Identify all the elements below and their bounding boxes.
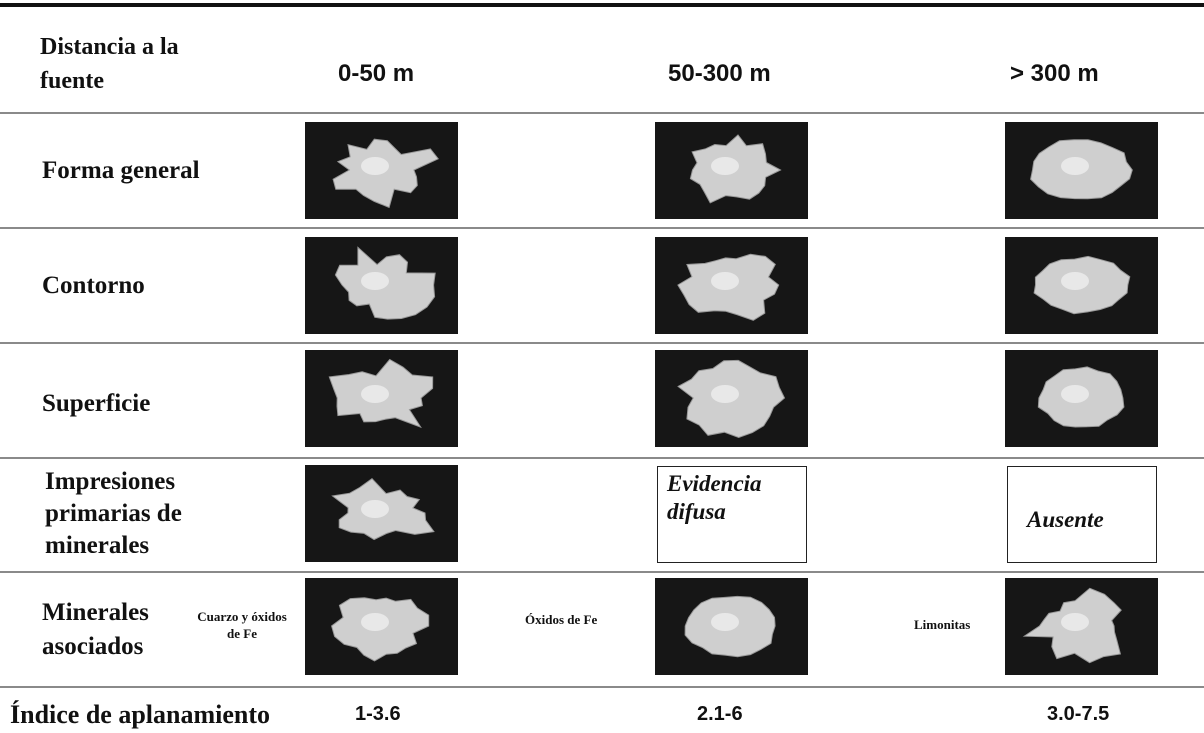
- footer-value: 3.0-7.5: [1047, 703, 1110, 725]
- footer-label: Índice de aplanamiento: [10, 700, 271, 729]
- nugget-photo: [305, 237, 458, 334]
- nugget-photo: [1005, 122, 1158, 219]
- footer-value: 2.1-6: [697, 703, 743, 725]
- row-rule: [0, 227, 1204, 229]
- row-rule: [0, 686, 1204, 688]
- row-label: Impresiones primarias de minerales: [45, 468, 182, 559]
- nugget-photo: [1005, 350, 1158, 447]
- row-rule: [0, 342, 1204, 344]
- mineral-label: Óxidos de Fe: [525, 612, 598, 627]
- row-rule: [0, 457, 1204, 459]
- nugget-photo: [305, 350, 458, 447]
- note-text: Evidencia difusa: [667, 471, 762, 524]
- note-box: [657, 466, 807, 563]
- row-label: Contorno: [42, 272, 145, 299]
- row-label: Forma general: [42, 157, 200, 184]
- nugget-photo: [655, 237, 808, 334]
- nugget-photo: [655, 122, 808, 219]
- row-rule: [0, 112, 1204, 114]
- nugget-photo: [655, 350, 808, 447]
- nugget-photo: [1005, 578, 1158, 675]
- note-box: [1007, 466, 1157, 563]
- row-label: Superficie: [42, 390, 151, 417]
- footer-value: 1-3.6: [355, 703, 401, 725]
- nugget-photo: [305, 122, 458, 219]
- mineral-label: Limonitas: [914, 617, 971, 632]
- mineral-label: Cuarzo y óxidos de Fe: [197, 609, 287, 641]
- nugget-photo: [655, 578, 808, 675]
- nugget-photo: [1005, 237, 1158, 334]
- column-header: 50-300 m: [668, 60, 771, 87]
- nugget-photo: [305, 578, 458, 675]
- row-rule: [0, 571, 1204, 573]
- header-label: Distancia a la fuente: [40, 34, 179, 94]
- row-label: Minerales asociados: [42, 599, 149, 660]
- column-header: 0-50 m: [338, 60, 415, 87]
- nugget-photo: [305, 465, 458, 562]
- note-text: Ausente: [1027, 507, 1104, 532]
- column-header: > 300 m: [1010, 60, 1099, 87]
- top-rule: [0, 3, 1204, 7]
